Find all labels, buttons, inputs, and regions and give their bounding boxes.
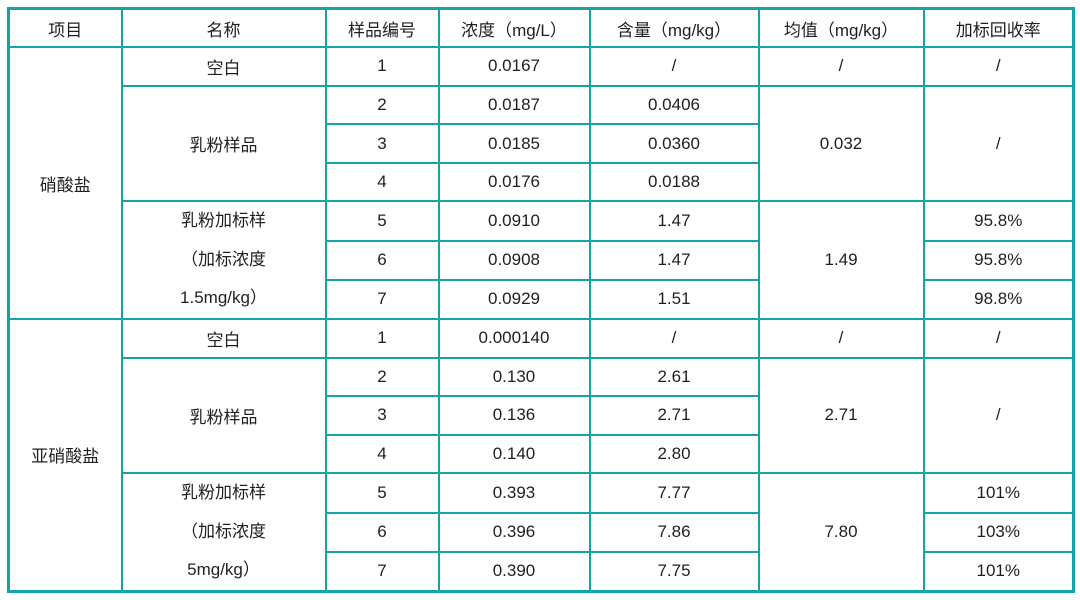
cell-nitrate-item: 硝酸盐 [7,46,123,320]
cell-nitrite-spiked-no: 7 [324,550,440,593]
cell-nitrate-spiked-name: 乳粉加标样 （加标浓度 1.5mg/kg） [120,200,327,320]
spiked-name-line: 5mg/kg） [187,560,260,580]
table-row: 硝酸盐 空白 1 0.0167 / / / [7,46,1075,320]
cell-nitrite-spiked-content: 7.86 [588,511,760,554]
cell-nitrate-sample-name: 乳粉样品 [120,84,327,203]
table-row: 乳粉样品 2 0.0187 0.0406 0.032 / [9,84,1075,203]
header-cell-recovery: 加标回收率 [922,7,1075,49]
cell-nitrate-sample-no: 4 [324,161,440,203]
cell-nitrite-blank-name: 空白 [120,317,327,359]
cell-nitrite-spiked-no: 6 [324,511,440,554]
header-cell-sample-no: 样品编号 [324,7,440,49]
cell-nitrite-spiked-name: 乳粉加标样 （加标浓度 5mg/kg） [120,472,327,593]
cell-nitrate-blank-no: 1 [324,46,440,87]
table-row: 乳粉样品 2 0.130 2.61 2.71 / [9,356,1075,475]
cell-nitrite-sample-conc: 0.140 [437,433,591,475]
cell-nitrate-sample-no: 3 [324,123,440,164]
cell-nitrite-spiked-content: 7.77 [588,472,760,514]
table-row: 6 0.396 7.86 103% [9,511,1075,554]
cell-nitrite-sample-recovery: / [922,356,1075,475]
cell-nitrate-spiked-content: 1.51 [588,278,760,320]
cell-nitrate-spiked-recovery: 95.8% [922,200,1075,242]
table-row: 4 0.140 2.80 [9,433,1074,475]
cell-nitrate-spiked-conc: 0.0929 [437,278,591,320]
header-cell-content: 含量（mg/kg） [588,7,760,49]
cell-nitrate-spiked-mean: 1.49 [757,200,925,320]
spiked-name-line: 1.5mg/kg） [180,288,267,308]
header-cell-concentration: 浓度（mg/L） [437,7,591,49]
cell-nitrate-spiked-recovery: 98.8% [922,278,1075,320]
cell-nitrite-sample-mean: 2.71 [757,356,925,475]
cell-nitrate-spiked-no: 7 [324,278,440,320]
cell-nitrate-sample-mean: 0.032 [757,84,925,203]
spiked-name-line: 乳粉加标样 [181,211,266,231]
cell-nitrate-sample-content: 0.0188 [588,161,760,203]
cell-nitrate-spiked-recovery: 95.8% [922,239,1075,281]
spiked-name-line: （加标浓度 [181,249,266,269]
table-row: 3 0.136 2.71 [9,395,1074,436]
cell-nitrate-sample-recovery: / [922,84,1075,203]
cell-nitrite-blank-recovery: / [922,317,1075,359]
header-row: 项目 名称 样品编号 浓度（mg/L） 含量（mg/kg） 均值（mg/kg） … [7,7,1075,49]
cell-nitrate-blank-mean: / [757,46,925,87]
cell-nitrate-spiked-content: 1.47 [588,239,760,281]
table-row: 3 0.0185 0.0360 [9,123,1074,164]
header-cell-name: 名称 [120,7,327,49]
cell-nitrite-spiked-mean: 7.80 [757,472,925,593]
cell-nitrite-blank-mean: / [757,317,925,359]
table-row: 乳粉加标样 （加标浓度 5mg/kg） 5 0.393 7.77 7.80 10… [9,472,1075,593]
table-row: 亚硝酸盐 空白 1 0.000140 / / / [7,317,1075,593]
table-row: 6 0.0908 1.47 95.8% [9,239,1075,281]
header-cell-item: 项目 [7,7,123,49]
cell-nitrate-spiked-no: 6 [324,239,440,281]
cell-nitrate-blank-content: / [588,46,760,87]
cell-nitrate-sample-conc: 0.0187 [437,84,591,126]
header-cell-mean: 均值（mg/kg） [757,7,925,49]
cell-nitrate-sample-conc: 0.0176 [437,161,591,203]
cell-nitrite-blank-content: / [588,317,760,359]
cell-nitrite-sample-name: 乳粉样品 [120,356,327,475]
cell-nitrite-spiked-conc: 0.393 [437,472,591,514]
cell-nitrite-spiked-conc: 0.396 [437,511,591,554]
spiked-name-line: 乳粉加标样 [181,483,266,503]
cell-nitrate-blank-conc: 0.0167 [437,46,591,87]
cell-nitrite-spiked-no: 5 [324,472,440,514]
cell-nitrite-spiked-content: 7.75 [588,550,760,593]
cell-nitrite-spiked-recovery: 101% [922,472,1075,514]
table-row: 7 0.390 7.75 101% [9,550,1075,593]
cell-nitrite-blank-conc: 0.000140 [437,317,591,359]
cell-nitrite-item: 亚硝酸盐 [7,317,123,593]
cell-nitrate-blank-recovery: / [922,46,1075,87]
cell-nitrite-sample-no: 4 [324,433,440,475]
cell-nitrate-blank-name: 空白 [120,46,327,87]
cell-nitrite-spiked-recovery: 101% [922,550,1075,593]
cell-nitrate-sample-conc: 0.0185 [437,123,591,164]
cell-nitrate-sample-content: 0.0360 [588,123,760,164]
cell-nitrite-sample-conc: 0.136 [437,395,591,436]
cell-nitrate-spiked-content: 1.47 [588,200,760,242]
table-row: 乳粉加标样 （加标浓度 1.5mg/kg） 5 0.0910 1.47 1.49… [9,200,1075,320]
table-row: 7 0.0929 1.51 98.8% [9,278,1075,320]
cell-nitrite-spiked-conc: 0.390 [437,550,591,593]
lab-results-table: 项目 名称 样品编号 浓度（mg/L） 含量（mg/kg） 均值（mg/kg） … [7,7,1075,593]
cell-nitrite-sample-no: 3 [324,395,440,436]
table-row: 4 0.0176 0.0188 [9,161,1074,203]
cell-nitrite-blank-no: 1 [324,317,440,359]
cell-nitrite-sample-content: 2.80 [588,433,760,475]
cell-nitrite-sample-no: 2 [324,356,440,398]
cell-nitrite-sample-conc: 0.130 [437,356,591,398]
cell-nitrate-spiked-conc: 0.0910 [437,200,591,242]
cell-nitrate-sample-content: 0.0406 [588,84,760,126]
cell-nitrate-sample-no: 2 [324,84,440,126]
cell-nitrite-sample-content: 2.61 [588,356,760,398]
cell-nitrite-sample-content: 2.71 [588,395,760,436]
cell-nitrite-spiked-recovery: 103% [922,511,1075,554]
cell-nitrate-spiked-no: 5 [324,200,440,242]
spiked-name-line: （加标浓度 [181,521,266,541]
cell-nitrate-spiked-conc: 0.0908 [437,239,591,281]
